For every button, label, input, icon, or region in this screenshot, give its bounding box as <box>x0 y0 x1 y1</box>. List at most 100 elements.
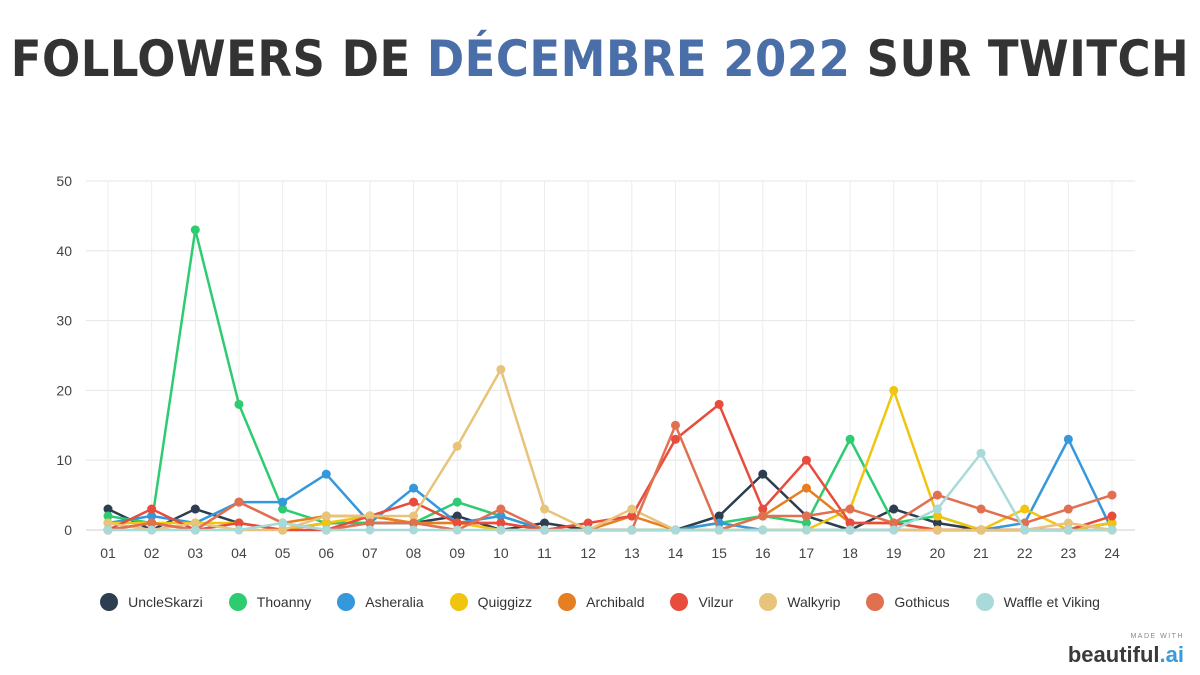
y-tick-label: 40 <box>56 243 72 259</box>
y-tick-label: 20 <box>56 382 72 398</box>
x-tick-label: 21 <box>973 545 989 561</box>
legend-swatch <box>558 593 577 611</box>
legend-label: Gothicus <box>894 594 950 610</box>
data-point <box>540 525 550 535</box>
data-point <box>1063 525 1073 535</box>
data-point <box>932 490 942 500</box>
data-point <box>889 504 899 514</box>
legend-label: Thoanny <box>256 594 312 610</box>
data-point <box>889 525 899 535</box>
data-point <box>627 504 637 514</box>
series-waffle-et-viking <box>103 448 1117 535</box>
legend-swatch <box>228 593 247 611</box>
legend-item: UncleSkarzi <box>100 593 203 611</box>
data-point <box>409 518 419 528</box>
data-point <box>845 504 855 514</box>
data-point <box>889 518 899 528</box>
legend-label: Archibald <box>586 594 645 610</box>
brand-tld: .ai <box>1159 642 1184 667</box>
data-point <box>278 504 288 514</box>
series-line <box>108 451 1112 532</box>
data-point <box>103 511 113 521</box>
data-point <box>801 511 811 521</box>
data-point <box>583 525 593 535</box>
data-point <box>409 511 419 521</box>
data-point <box>932 504 942 514</box>
data-point <box>1063 518 1073 528</box>
data-point <box>1020 525 1030 535</box>
y-tick-label: 0 <box>64 522 72 538</box>
data-point <box>496 518 506 528</box>
data-point <box>365 518 375 528</box>
legend-item: Gothicus <box>866 593 950 611</box>
data-point <box>147 511 157 521</box>
legend-swatch <box>975 593 994 611</box>
x-tick-label: 13 <box>624 545 640 561</box>
page-title: FOLLOWERS DE DÉCEMBRE 2022 SUR TWITCH <box>0 34 1200 84</box>
x-tick-label: 07 <box>362 545 378 561</box>
legend-item: Waffle et Viking <box>975 593 1100 611</box>
data-point <box>452 511 462 521</box>
data-point <box>540 518 550 528</box>
data-point <box>714 399 724 409</box>
legend-item: Quiggizz <box>449 593 533 611</box>
brand-logo: beautiful.ai <box>1068 642 1184 667</box>
data-point <box>583 518 593 528</box>
data-point <box>714 525 724 535</box>
data-point <box>321 525 331 535</box>
data-point <box>365 525 375 535</box>
x-tick-label: 05 <box>275 545 291 561</box>
data-point <box>190 225 200 235</box>
series-vilzur <box>103 399 1117 535</box>
x-tick-label: 08 <box>406 545 422 561</box>
legend-item: Walkyrip <box>759 593 840 611</box>
data-point <box>932 518 942 528</box>
data-point <box>190 504 200 514</box>
data-point <box>190 518 200 528</box>
data-point <box>758 511 768 521</box>
data-point <box>234 399 244 409</box>
data-point <box>1107 490 1117 500</box>
data-point <box>801 483 811 493</box>
chart-legend: UncleSkarzi Thoanny Asheralia Quiggizz Archi… <box>0 593 1200 611</box>
data-point <box>234 525 244 535</box>
series-line <box>107 228 1113 532</box>
data-point <box>845 434 855 444</box>
data-point <box>234 518 244 528</box>
legend-item: Asheralia <box>337 593 424 611</box>
x-tick-label: 03 <box>188 545 204 561</box>
series-layer <box>103 225 1117 535</box>
data-point <box>409 497 419 507</box>
data-point <box>321 511 331 521</box>
legend-swatch <box>866 593 885 611</box>
data-point <box>845 518 855 528</box>
data-point <box>321 469 331 479</box>
data-point <box>1020 504 1030 514</box>
x-tick-label: 06 <box>318 545 334 561</box>
series-gothicus <box>103 420 1117 535</box>
legend-item: Thoanny <box>228 593 312 611</box>
data-point <box>496 364 506 374</box>
data-point <box>409 525 419 535</box>
legend-label: Waffle et Viking <box>1003 594 1100 610</box>
data-point <box>627 511 637 521</box>
data-point <box>452 441 462 451</box>
data-point <box>976 448 986 458</box>
legend-label: Asheralia <box>365 594 424 610</box>
data-point <box>1107 525 1117 535</box>
x-tick-label: 16 <box>755 545 771 561</box>
data-point <box>147 518 157 528</box>
x-tick-label: 19 <box>886 545 902 561</box>
data-point <box>758 469 768 479</box>
data-point <box>758 504 768 514</box>
x-tick-label: 02 <box>144 545 160 561</box>
data-point <box>190 525 200 535</box>
data-point <box>758 525 768 535</box>
data-point <box>932 525 942 535</box>
title-highlight: DÉCEMBRE 2022 <box>426 30 851 88</box>
data-point <box>452 518 462 528</box>
data-point <box>452 525 462 535</box>
legend-label: Quiggizz <box>477 594 533 610</box>
data-point <box>278 518 288 528</box>
